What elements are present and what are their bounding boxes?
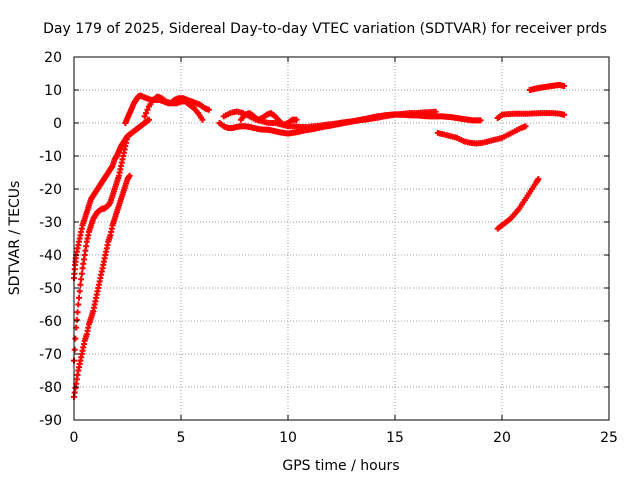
y-tick-label: -80 [39,380,62,396]
data-point [561,83,568,90]
data-point [477,117,484,124]
data-point [205,106,212,113]
y-tick-label: -70 [39,347,62,363]
chart-title: Day 179 of 2025, Sidereal Day-to-day VTE… [43,21,607,37]
data-point [141,113,148,120]
series-arc-11 [526,82,568,93]
data-point [73,316,80,323]
x-tick-label: 10 [279,430,297,446]
data-point [77,281,84,288]
y-tick-label: 0 [53,116,62,132]
y-tick-label: -30 [39,215,62,231]
series-arc-10 [494,110,568,122]
y-tick-label: -40 [39,248,62,264]
data-points [71,82,568,400]
data-point [124,133,131,140]
data-point [75,294,82,301]
y-tick-label: 20 [44,50,62,66]
data-point [561,111,568,118]
data-point [199,116,206,123]
data-point [143,110,150,117]
data-point [535,176,542,183]
series-arc-8 [237,110,300,128]
x-tick-label: 0 [70,430,79,446]
x-tick-label: 25 [600,430,618,446]
data-point [144,106,151,113]
data-point [145,116,152,123]
data-point [432,108,439,115]
x-tick-label: 5 [177,430,186,446]
series-arc-3 [71,172,133,400]
series-arc-9 [434,123,529,147]
y-tick-label: -50 [39,281,62,297]
data-point [293,116,300,123]
x-axis-label: GPS time / hours [282,458,399,474]
series-arc-12 [494,176,542,232]
series-arc-5 [141,93,212,120]
series-arc-7 [220,108,439,130]
plot-frame [73,56,610,421]
x-tick-label: 20 [493,430,511,446]
data-point [76,288,83,295]
data-point [75,301,82,308]
axis-ticks: 0 5 10 15 20 25 -90 -80 -70 -60 -50 -40 -30 -20 -10 0 10… [39,50,618,446]
y-tick-label: -10 [39,149,62,165]
y-tick-label: -90 [39,413,62,429]
y-tick-label: 10 [44,83,62,99]
data-point [72,335,79,342]
data-point [126,172,133,179]
data-point [78,276,85,283]
x-tick-label: 15 [386,430,404,446]
data-point [74,309,81,316]
data-point [78,270,85,277]
data-point [71,346,78,353]
y-axis-label: SDTVAR / TECUs [7,181,23,296]
y-tick-label: -60 [39,314,62,330]
data-point [522,123,529,130]
y-tick-label: -20 [39,182,62,198]
